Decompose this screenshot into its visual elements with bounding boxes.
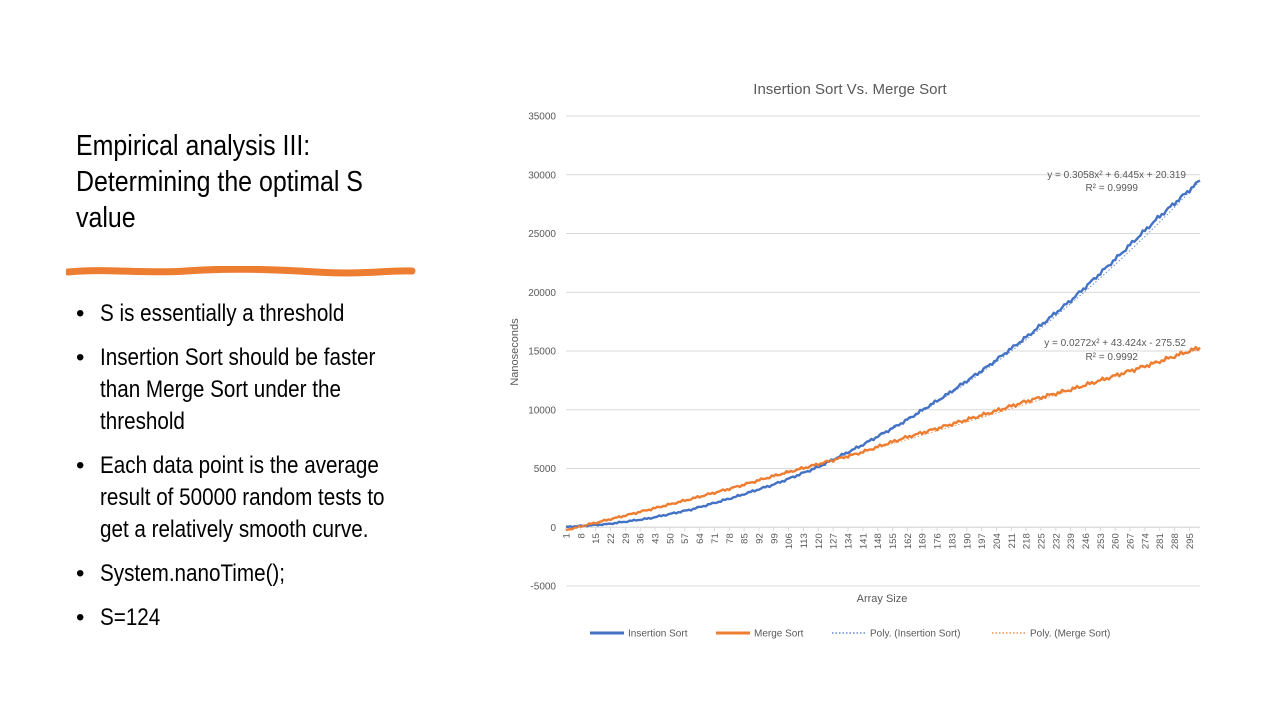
x-tick-label: 232	[1051, 533, 1062, 549]
chart-title: Insertion Sort Vs. Merge Sort	[753, 81, 947, 98]
x-tick-label: 225	[1036, 533, 1047, 549]
chart-legend: Insertion Sort Merge Sort Poly. (Insertion…	[590, 629, 1110, 640]
x-tick-label: 141	[858, 533, 869, 549]
x-tick-label: 99	[769, 533, 780, 544]
y-tick-label: 5000	[534, 464, 557, 475]
bullet-item: • System.nanoTime();	[76, 558, 476, 590]
x-tick-label: 120	[814, 533, 825, 549]
series-line-insertion-sort	[565, 179, 1201, 529]
legend-item: Merge Sort	[716, 629, 804, 640]
x-tick-label: 155	[888, 533, 899, 549]
x-tick-label: 106	[784, 533, 795, 549]
x-tick-label: 36	[636, 533, 647, 544]
x-tick-label: 162	[903, 533, 914, 549]
slide-title-line-2: Determining the optimal S	[76, 166, 363, 198]
y-axis-ticks: 35000 30000 25000 20000 15000 10000 5000 0 -5000	[528, 112, 556, 593]
bullet-text: Insertion Sort should be faster than Mer…	[100, 344, 376, 435]
title-accent-stroke	[66, 266, 416, 277]
x-tick-label: 113	[799, 533, 810, 548]
bullet-item: • S=124	[76, 602, 476, 634]
y-tick-label: 15000	[528, 347, 556, 358]
bullet-text: S=124	[100, 604, 161, 631]
x-tick-label: 190	[962, 533, 973, 549]
x-tick-label: 288	[1170, 533, 1181, 549]
x-tick-label: 239	[1066, 533, 1077, 549]
x-tick-label: 183	[947, 533, 958, 549]
bullet-text: S is essentially a threshold	[100, 300, 345, 327]
x-tick-label: 64	[695, 533, 706, 544]
x-tick-label: 15	[591, 533, 602, 544]
x-tick-label: 176	[933, 533, 944, 549]
slide-title-line-1: Empirical analysis III:	[76, 130, 311, 162]
y-axis-label: Nanoseconds	[509, 318, 521, 386]
x-tick-label: 134	[844, 533, 855, 549]
legend-label: Insertion Sort	[628, 629, 688, 640]
trendline-insertion-sort	[565, 182, 1199, 528]
x-tick-label: 8	[576, 533, 587, 538]
y-tick-label: 0	[550, 523, 556, 534]
x-tick-label: 274	[1140, 533, 1151, 549]
bullet-list: • S is essentially a threshold • Insertion…	[76, 298, 476, 646]
line-chart: Insertion Sort Vs. Merge Sort 35000 30000…	[509, 81, 1201, 640]
x-tick-label: 204	[992, 533, 1003, 549]
x-tick-label: 127	[829, 533, 840, 549]
series-line-merge-sort	[565, 345, 1201, 532]
bullet-item: • Each data point is the average result o…	[76, 450, 476, 546]
x-tick-label: 197	[977, 533, 988, 549]
x-tick-label: 281	[1155, 533, 1166, 549]
chart-gridlines	[566, 115, 1200, 587]
legend-item: Poly. (Merge Sort)	[992, 629, 1110, 640]
trendline-equation-insertion: y = 0.3058x² + 6.445x + 20.319	[1047, 170, 1186, 181]
x-tick-label: 50	[665, 533, 676, 544]
trendline-r2-merge: R² = 0.9992	[1085, 352, 1138, 363]
legend-item: Insertion Sort	[590, 629, 688, 640]
x-tick-label: 253	[1096, 533, 1107, 549]
slide-title-line-3: value	[76, 202, 136, 234]
y-tick-label: 25000	[528, 229, 556, 240]
x-tick-label: 71	[710, 533, 721, 544]
y-tick-label: 35000	[528, 112, 556, 123]
legend-item: Poly. (Insertion Sort)	[832, 629, 960, 640]
x-tick-label: 148	[873, 533, 884, 549]
x-tick-label: 267	[1126, 533, 1137, 549]
x-tick-label: 78	[725, 533, 736, 544]
x-tick-label: 85	[740, 533, 751, 544]
x-tick-label: 246	[1081, 533, 1092, 549]
bullet-item: • Insertion Sort should be faster than Me…	[76, 342, 476, 438]
x-tick-label: 169	[918, 533, 929, 549]
trendline-equation-merge: y = 0.0272x² + 43.424x - 275.52	[1044, 338, 1186, 349]
y-tick-label: -5000	[530, 582, 556, 593]
x-tick-label: 218	[1022, 533, 1033, 549]
x-tick-label: 295	[1185, 533, 1196, 549]
legend-label: Poly. (Insertion Sort)	[870, 629, 960, 640]
x-tick-label: 211	[1007, 533, 1018, 548]
bullet-text: Each data point is the average result of…	[100, 452, 385, 543]
y-tick-label: 30000	[528, 170, 556, 181]
trendline-merge-sort	[565, 348, 1199, 531]
x-tick-label: 43	[651, 533, 662, 544]
x-tick-label: 57	[680, 533, 691, 544]
legend-label: Poly. (Merge Sort)	[1030, 629, 1110, 640]
chart-series	[565, 179, 1201, 532]
slide-title: Empirical analysis III: Determining the …	[76, 128, 437, 236]
x-tick-label: 1	[562, 533, 573, 538]
bullet-text: System.nanoTime();	[100, 560, 286, 587]
x-axis-label: Array Size	[857, 593, 908, 605]
x-tick-label: 22	[606, 533, 617, 544]
x-axis-ticks: 1 8 15 22 29 36 43 50 57 64 71 78 85 92 99 106 113 120 127…	[562, 526, 1200, 549]
bullet-item: • S is essentially a threshold	[76, 298, 476, 330]
trendline-r2-insertion: R² = 0.9999	[1085, 183, 1138, 194]
x-tick-label: 92	[754, 533, 765, 544]
y-tick-label: 20000	[528, 288, 556, 299]
y-tick-label: 10000	[528, 405, 556, 416]
trendline-labels: y = 0.3058x² + 6.445x + 20.319 R² = 0.99…	[1044, 170, 1186, 363]
x-tick-label: 29	[621, 533, 632, 544]
legend-label: Merge Sort	[754, 629, 804, 640]
x-tick-label: 260	[1111, 533, 1122, 549]
